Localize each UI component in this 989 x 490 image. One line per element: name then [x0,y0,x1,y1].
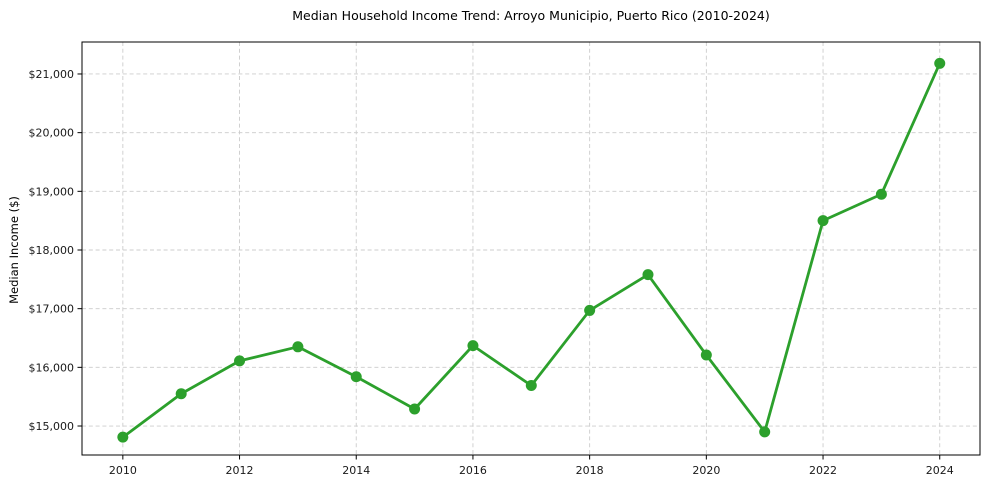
data-point [175,388,187,400]
y-tick-label: $17,000 [29,303,75,316]
data-point [467,340,479,352]
data-point [292,341,304,353]
y-tick-label: $18,000 [29,244,75,257]
y-tick-label: $19,000 [29,185,75,198]
data-point [934,57,946,69]
data-point [584,304,596,316]
data-point [759,426,771,438]
x-tick-label: 2010 [109,464,137,477]
y-tick-label: $20,000 [29,127,75,140]
x-tick-label: 2022 [809,464,837,477]
data-point [700,349,712,361]
x-tick-label: 2014 [342,464,370,477]
x-tick-label: 2012 [226,464,254,477]
data-point [817,215,829,227]
data-point [117,431,129,443]
x-tick-label: 2020 [692,464,720,477]
data-point [350,371,362,383]
data-point [409,403,421,415]
data-point [875,188,887,200]
plot-border [81,41,981,456]
y-tick-label: $16,000 [29,361,75,374]
y-tick-label: $21,000 [29,68,75,81]
x-tick-label: 2018 [576,464,604,477]
x-tick-label: 2024 [926,464,954,477]
data-point [234,355,246,367]
y-tick-label: $15,000 [29,420,75,433]
chart-title: Median Household Income Trend: Arroyo Mu… [292,8,770,23]
data-point [642,269,654,281]
data-point [525,380,537,392]
x-tick-label: 2016 [459,464,487,477]
